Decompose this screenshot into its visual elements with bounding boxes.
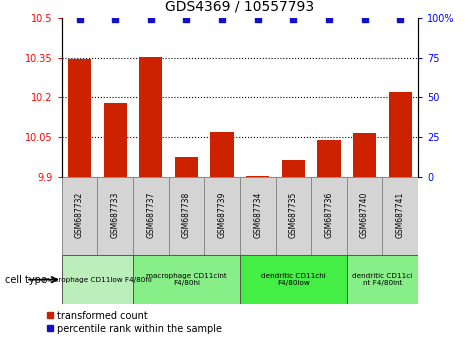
Text: GSM687736: GSM687736 [324, 191, 333, 238]
Text: GSM687741: GSM687741 [396, 191, 405, 238]
Bar [62, 177, 97, 255]
Bar [68, 59, 91, 177]
Point [76, 16, 84, 22]
Bar [317, 140, 341, 177]
Bar [353, 133, 376, 177]
Bar [347, 255, 418, 304]
Point [325, 16, 332, 22]
Text: GSM687739: GSM687739 [218, 191, 227, 238]
Bar [97, 177, 133, 255]
Point [396, 16, 404, 22]
Bar [210, 132, 234, 177]
Point [254, 16, 261, 22]
Point [182, 16, 190, 22]
Text: macrophage CD11low F4/80hi: macrophage CD11low F4/80hi [43, 277, 152, 282]
Bar [246, 176, 269, 177]
Bar [169, 177, 204, 255]
Point [289, 16, 297, 22]
Bar [240, 177, 276, 255]
Bar [133, 177, 169, 255]
Text: GSM687733: GSM687733 [111, 191, 120, 238]
Text: macrophage CD11cint
F4/80hi: macrophage CD11cint F4/80hi [146, 273, 227, 286]
Bar [347, 177, 382, 255]
Bar [175, 157, 198, 177]
Bar [311, 177, 347, 255]
Text: GSM687732: GSM687732 [75, 191, 84, 238]
Text: GSM687734: GSM687734 [253, 191, 262, 238]
Text: dendritic CD11chi
F4/80low: dendritic CD11chi F4/80low [261, 273, 326, 286]
Bar [133, 255, 240, 304]
Bar [382, 177, 418, 255]
Text: dendritic CD11ci
nt F4/80int: dendritic CD11ci nt F4/80int [352, 273, 412, 286]
Bar [276, 177, 311, 255]
Point [218, 16, 226, 22]
Text: cell type: cell type [5, 275, 47, 285]
Text: GSM687738: GSM687738 [182, 191, 191, 238]
Bar [240, 255, 347, 304]
Point [147, 16, 155, 22]
Bar [104, 103, 127, 177]
Legend: transformed count, percentile rank within the sample: transformed count, percentile rank withi… [43, 307, 226, 338]
Point [361, 16, 369, 22]
Bar [282, 160, 305, 177]
Text: GSM687735: GSM687735 [289, 191, 298, 238]
Point [111, 16, 119, 22]
Text: GSM687740: GSM687740 [360, 191, 369, 238]
Bar [62, 255, 133, 304]
Bar [204, 177, 240, 255]
Bar [389, 92, 412, 177]
Text: GSM687737: GSM687737 [146, 191, 155, 238]
Title: GDS4369 / 10557793: GDS4369 / 10557793 [165, 0, 314, 14]
Bar [139, 57, 162, 177]
